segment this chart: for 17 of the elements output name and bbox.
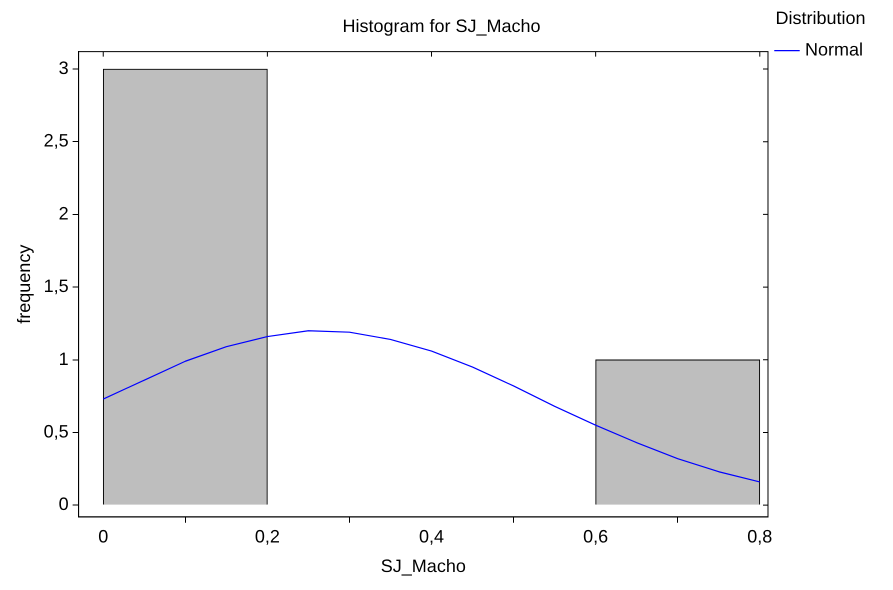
legend-label: Normal <box>804 40 864 60</box>
x-axis-title: SJ_Macho <box>380 556 466 576</box>
x-tick-label: 0,8 <box>747 526 772 547</box>
y-axis-title: frequency <box>14 244 34 324</box>
x-tick-label: 0,2 <box>254 526 280 547</box>
x-tick-label: 0,4 <box>419 526 444 547</box>
y-tick-label: 2,5 <box>44 130 69 151</box>
y-tick-label: 2 <box>58 203 69 224</box>
chart-title: Histogram for SJ_Macho <box>342 16 541 36</box>
x-tick-label: 0 <box>98 526 108 547</box>
y-tick-label: 0,5 <box>44 421 69 442</box>
y-tick-label: 0 <box>58 494 69 514</box>
legend-title: Distribution <box>775 8 866 28</box>
y-tick-label: 1 <box>58 348 69 369</box>
y-tick-label: 1,5 <box>44 276 69 296</box>
x-tick-label: 0,6 <box>583 526 608 547</box>
y-tick-label: 3 <box>58 58 69 78</box>
